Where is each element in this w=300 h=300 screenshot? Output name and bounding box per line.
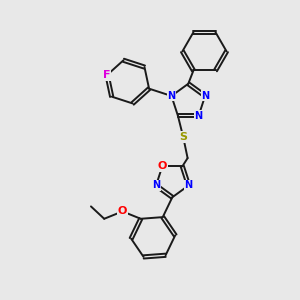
- Text: N: N: [152, 181, 160, 190]
- Text: F: F: [103, 70, 111, 80]
- Text: N: N: [167, 91, 175, 101]
- Text: N: N: [201, 91, 209, 101]
- Text: N: N: [195, 111, 203, 121]
- Text: N: N: [184, 181, 193, 190]
- Text: O: O: [118, 206, 127, 216]
- Text: O: O: [158, 161, 167, 171]
- Text: S: S: [179, 132, 187, 142]
